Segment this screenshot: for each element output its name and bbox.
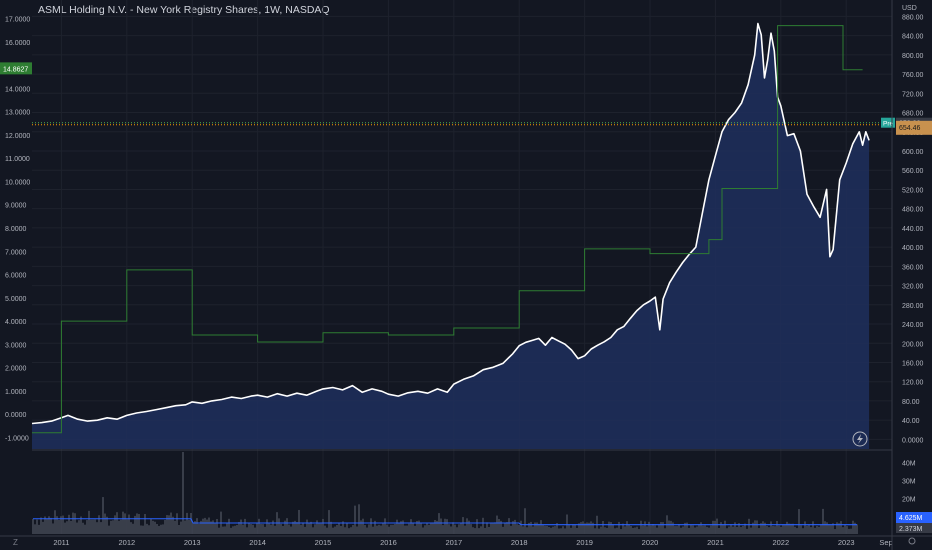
- volume-current-text: 4.625M: [899, 515, 923, 522]
- price-tick-label: 200.00: [902, 341, 924, 348]
- x-tick-label: 2017: [445, 538, 462, 547]
- eps-value-text: 14.8627: [3, 66, 28, 73]
- price-tick-label: 800.00: [902, 53, 924, 60]
- x-tick-label: 2018: [511, 538, 528, 547]
- x-tick-label: 2012: [118, 538, 135, 547]
- price-tick-label: 480.00: [902, 207, 924, 214]
- left-tick-label: 10.0000: [5, 179, 30, 186]
- x-tick-label: 2014: [249, 538, 266, 547]
- volume-pane: [32, 452, 858, 534]
- left-tick-label: 7.0000: [5, 249, 27, 256]
- left-tick-label: 6.0000: [5, 273, 27, 280]
- volume-tick-label: 40M: [902, 461, 916, 468]
- left-tick-label: 5.0000: [5, 296, 27, 303]
- price-tick-label: 520.00: [902, 187, 924, 194]
- price-tick-label: 120.00: [902, 380, 924, 387]
- pre-label-badge: [881, 117, 895, 128]
- price-tick-label: 400.00: [902, 245, 924, 252]
- x-tick-label: 2013: [184, 538, 201, 547]
- price-tick-label: 40.00: [902, 418, 920, 425]
- price-tick-label: 720.00: [902, 91, 924, 98]
- x-tick-label: 2015: [315, 538, 332, 547]
- x-tick-label: 2021: [707, 538, 724, 547]
- chart-title: ASML Holding N.V. - New York Registry Sh…: [38, 4, 330, 16]
- svg-text:Z: Z: [13, 538, 18, 547]
- price-tick-label: 880.00: [902, 14, 924, 21]
- x-tick-label: 2011: [53, 538, 69, 547]
- price-tick-label: 0.0000: [902, 437, 924, 444]
- price-tick-label: 560.00: [902, 168, 924, 175]
- left-tick-label: 17.0000: [5, 17, 30, 24]
- eps-value-badge: [0, 62, 32, 75]
- x-tick-label: 2023: [838, 538, 855, 547]
- left-tick-label: 11.0000: [5, 156, 30, 163]
- x-tick-label: 2016: [380, 538, 397, 547]
- price-tick-label: 280.00: [902, 303, 924, 310]
- left-tick-label: 3.0000: [5, 342, 27, 349]
- price-unit-label: USD: [902, 5, 917, 12]
- eps-step-line: [32, 25, 863, 434]
- left-tick-label: 8.0000: [5, 226, 27, 233]
- price-tick-label: 600.00: [902, 149, 924, 156]
- price-tick-label: 840.00: [902, 34, 924, 41]
- price-area: [31, 22, 870, 449]
- eps-line: [32, 25, 863, 434]
- price-tick-label: 80.00: [902, 399, 920, 406]
- volume-average-line: [33, 518, 857, 526]
- settings-icon[interactable]: [908, 537, 916, 545]
- price-tick-label: 440.00: [902, 226, 924, 233]
- price-tick-label: 360.00: [902, 264, 924, 271]
- left-tick-label: 12.0000: [5, 133, 30, 140]
- volume-current-badge: [896, 512, 932, 523]
- price-line: [31, 22, 870, 425]
- x-tick-label: 2020: [642, 538, 659, 547]
- price-tick-label: 320.00: [902, 284, 924, 291]
- left-tick-label: 13.0000: [5, 110, 30, 117]
- left-tick-label: 4.0000: [5, 319, 27, 326]
- volume-avg-text: 2.373M: [899, 526, 923, 533]
- price-tick-label: 680.00: [902, 111, 924, 118]
- x-tick-label: 2019: [576, 538, 593, 547]
- left-tick-label: -1.0000: [5, 435, 29, 442]
- left-tick-label: 16.0000: [5, 40, 30, 47]
- left-tick-label: 0.0000: [5, 412, 27, 419]
- close-price-text: 654.46: [899, 125, 921, 132]
- volume-avg-badge: [896, 523, 932, 533]
- volume-tick-label: 30M: [902, 479, 916, 486]
- volume-tick-label: 20M: [902, 496, 916, 503]
- left-tick-label: 1.0000: [5, 389, 27, 396]
- pre-label-text: Pre: [883, 121, 894, 128]
- x-tick-label-sep: Sep: [879, 538, 892, 547]
- left-tick-label: 9.0000: [5, 203, 27, 210]
- price-area-fill: [32, 23, 870, 449]
- close-price-badge: [896, 120, 932, 135]
- replay-lightning-icon[interactable]: [852, 431, 868, 447]
- left-tick-label: 14.0000: [5, 86, 30, 93]
- left-tick-label: 2.0000: [5, 366, 27, 373]
- price-tick-label: 160.00: [902, 360, 924, 367]
- price-tick-label: 760.00: [902, 72, 924, 79]
- price-tick-label: 240.00: [902, 322, 924, 329]
- x-tick-label: 2022: [772, 538, 789, 547]
- timezone-icon[interactable]: Z: [13, 538, 18, 547]
